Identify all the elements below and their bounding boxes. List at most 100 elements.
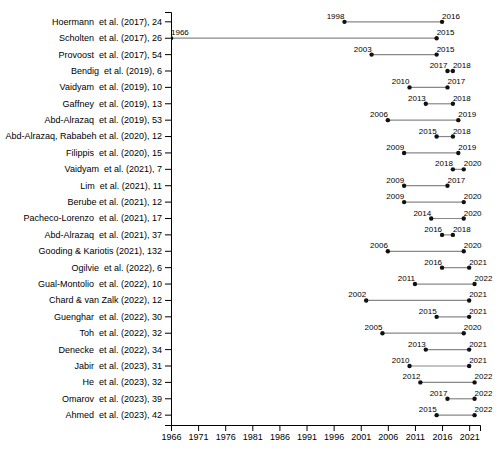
- tick-label: Abd-Alrazaq, Rababeh et al. (2020), 12: [5, 131, 162, 141]
- data-label: 2009: [386, 143, 404, 152]
- tick-label: Chard & van Zalk (2022), 12: [49, 295, 162, 305]
- tick: Scholten et al. (2017), 26: [59, 33, 171, 43]
- tick-label: Ogilvie et al. (2022), 6: [71, 263, 162, 273]
- tick: 2006: [378, 425, 398, 442]
- data-label: 2015: [437, 28, 455, 37]
- tick-label: Scholten et al. (2017), 26: [59, 33, 162, 43]
- tick-mark: [165, 169, 171, 170]
- range-line: [372, 54, 437, 55]
- tick: Hoermann et al. (2017), 24: [52, 17, 171, 27]
- data-label: 2013: [408, 340, 426, 349]
- data-label: 2015: [437, 45, 455, 54]
- tick-mark: [334, 425, 335, 431]
- tick-mark: [469, 425, 470, 431]
- tick-mark: [165, 316, 171, 317]
- data-label: 2020: [464, 241, 482, 250]
- data-label: 2021: [469, 307, 487, 316]
- tick-mark: [198, 425, 199, 431]
- tick-mark: [165, 21, 171, 22]
- tick-label: Vaidyam et al. (2019), 10: [60, 82, 162, 92]
- data-label: 2021: [469, 356, 487, 365]
- data-label: 2017: [447, 176, 465, 185]
- tick-label: Vaidyam et al. (2021), 7: [65, 164, 162, 174]
- tick: Jabir et al. (2023), 31: [74, 361, 171, 371]
- data-label: 2017: [447, 77, 465, 86]
- tick-mark: [165, 54, 171, 55]
- tick-label: 1976: [216, 432, 236, 442]
- tick: Ogilvie et al. (2022), 6: [71, 263, 171, 273]
- data-label: 2013: [408, 94, 426, 103]
- tick-mark: [307, 425, 308, 431]
- range-line: [410, 87, 448, 88]
- data-label: 2009: [386, 176, 404, 185]
- range-line: [344, 21, 442, 22]
- marks: [171, 20, 477, 418]
- tick-label: Gooding & Kariotis (2021), 132: [38, 246, 162, 256]
- tick-label: 2016: [433, 432, 453, 442]
- tick-label: Lim et al. (2021), 11: [80, 181, 162, 191]
- data-label: 2022: [475, 372, 493, 381]
- tick-mark: [165, 382, 171, 383]
- tick-label: Gaffney et al. (2019), 13: [63, 99, 162, 109]
- data-label: 2021: [469, 258, 487, 267]
- axis-line: [172, 426, 481, 432]
- tick-mark: [165, 267, 171, 268]
- tick-label: Omarov et al. (2023), 39: [62, 394, 162, 404]
- tick: 1986: [270, 425, 290, 442]
- tick: Toh et al. (2022), 32: [79, 328, 171, 338]
- data-label: 2018: [453, 127, 471, 136]
- data-label: 2020: [464, 209, 482, 218]
- tick: Abd-Alrazaq, Rababeh et al. (2020), 12: [5, 131, 171, 141]
- tick-label: 1991: [297, 432, 317, 442]
- data-label: 2021: [469, 340, 487, 349]
- tick-mark: [165, 185, 171, 186]
- tick: Berube et al. (2021), 12: [67, 197, 171, 207]
- tick-mark: [165, 218, 171, 219]
- tick-label: Jabir et al. (2023), 31: [74, 361, 162, 371]
- tick: 1966: [161, 425, 181, 442]
- range-line: [437, 415, 475, 416]
- data-label: 2019: [458, 143, 476, 152]
- tick: Pacheco-Lorenzo et al. (2021), 17: [23, 213, 171, 223]
- data-label: 2015: [419, 307, 437, 316]
- tick-label: 1966: [161, 432, 181, 442]
- data-label: 2006: [370, 110, 388, 119]
- tick-label: 1971: [189, 432, 209, 442]
- tick: 1971: [189, 425, 209, 442]
- tick: Guenghar et al. (2022), 30: [54, 312, 171, 322]
- data-label: 2014: [413, 209, 431, 218]
- data-label: 2003: [354, 45, 372, 54]
- data-label: 2015: [419, 405, 437, 414]
- tick: Denecke et al. (2022), 34: [58, 344, 171, 354]
- range-line: [404, 185, 447, 186]
- data-labels: 1998196620032017201020132006201520092018…: [171, 12, 493, 414]
- range-line: [366, 300, 469, 301]
- range-line: [404, 152, 458, 153]
- tick-mark: [279, 425, 280, 431]
- data-label: 2018: [453, 94, 471, 103]
- range-line: [426, 103, 453, 104]
- data-label: 2018: [453, 225, 471, 234]
- tick-label: Abd-Alrazaq et al. (2019), 53: [44, 115, 162, 125]
- tick: Gual-Montolio et al. (2022), 10: [38, 279, 171, 289]
- x-axis: 1966197119761981198619911996200120062011…: [161, 425, 480, 442]
- data-label: 2020: [464, 159, 482, 168]
- data-label: 2011: [398, 274, 416, 283]
- tick-mark: [165, 366, 171, 367]
- tick-mark: [165, 38, 171, 39]
- range-line: [437, 136, 453, 137]
- tick: 1996: [324, 425, 344, 442]
- data-label: 2022: [475, 405, 493, 414]
- tick-label: Provoost et al. (2017), 54: [58, 49, 162, 59]
- tick: He et al. (2023), 32: [82, 377, 171, 387]
- range-line: [388, 251, 464, 252]
- data-label: 2010: [392, 77, 410, 86]
- range-line: [426, 349, 469, 350]
- tick: 2001: [351, 425, 371, 442]
- tick-mark: [225, 425, 226, 431]
- tick: 2016: [433, 425, 453, 442]
- data-label: 2021: [469, 290, 487, 299]
- tick-label: Berube et al. (2021), 12: [67, 197, 162, 207]
- tick-mark: [165, 71, 171, 72]
- chart: 1966197119761981198619911996200120062011…: [0, 0, 500, 451]
